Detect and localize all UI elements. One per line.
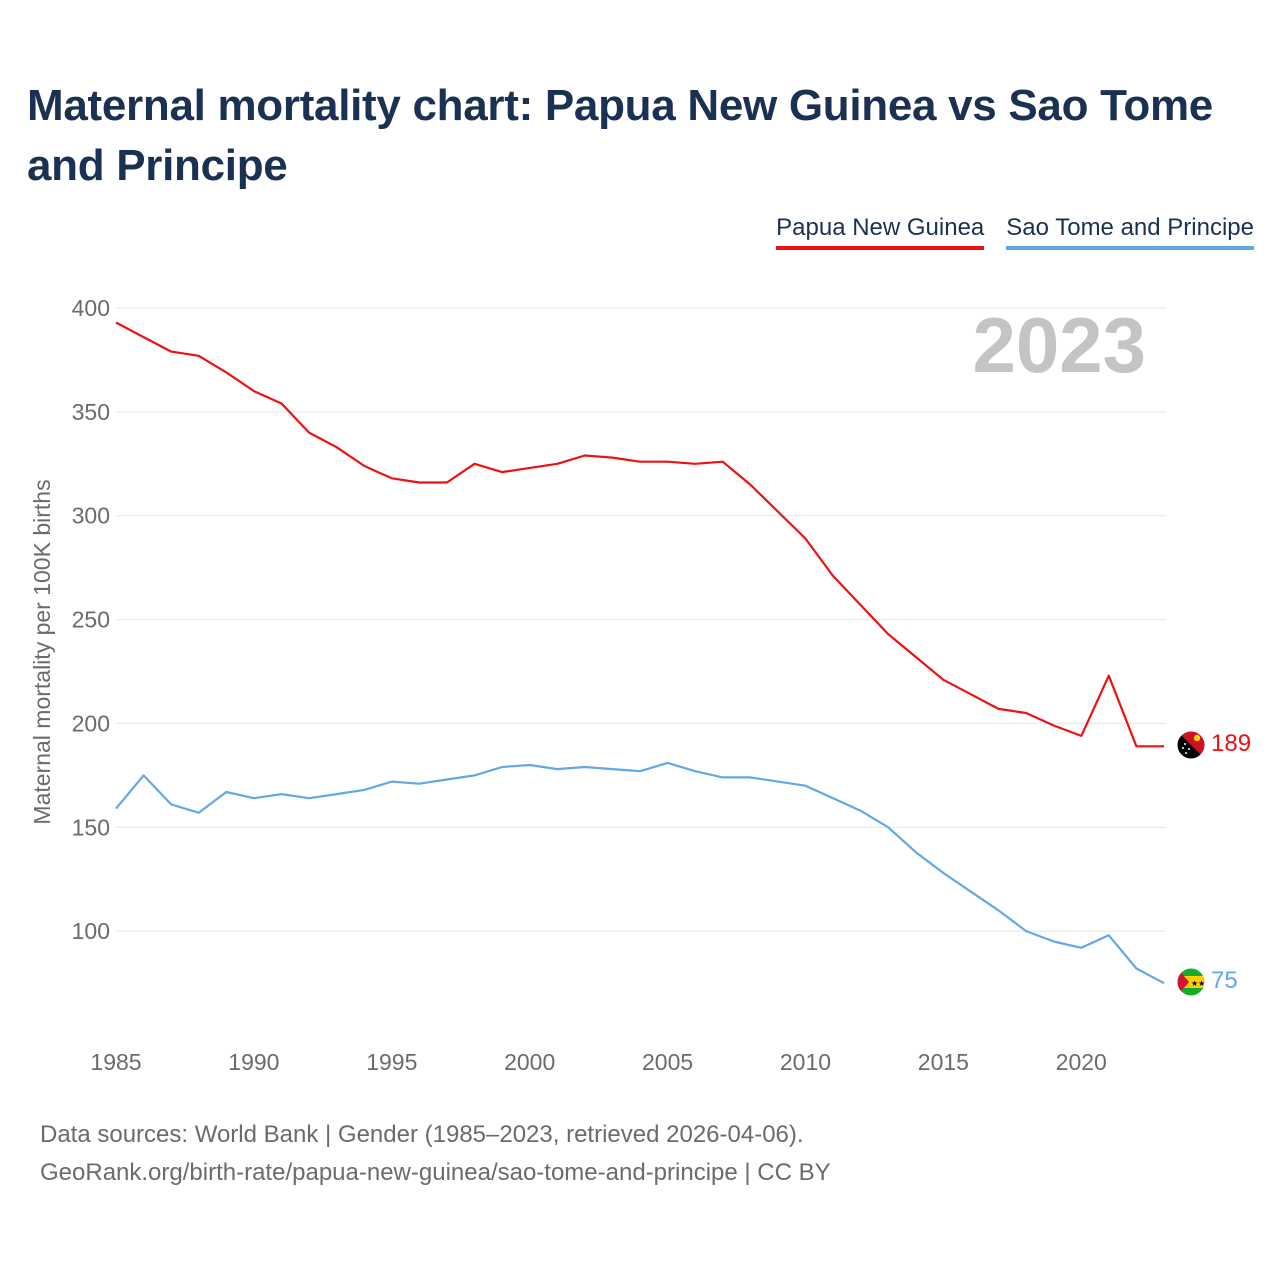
x-tick-label: 2005 — [642, 1049, 693, 1075]
y-tick-label: 250 — [72, 607, 110, 633]
papua-new-guinea-flag-icon — [1176, 730, 1206, 760]
legend: Papua New Guinea Sao Tome and Principe — [776, 212, 1254, 250]
legend-item-sao-tome-and-principe[interactable]: Sao Tome and Principe — [1006, 212, 1254, 250]
x-tick-label: 2015 — [918, 1049, 969, 1075]
x-tick-label: 2020 — [1056, 1049, 1107, 1075]
source-url[interactable]: GeoRank.org/birth-rate/papua-new-guinea/… — [40, 1159, 831, 1186]
data-source-note: Data sources: World Bank | Gender (1985–… — [40, 1121, 804, 1148]
footer: Data sources: World Bank | Gender (1985–… — [40, 1116, 831, 1192]
y-tick-label: 100 — [72, 918, 110, 944]
y-axis-ticks: 100 150 200 250 300 350 400 — [72, 295, 110, 944]
line-chart: 100 150 200 250 300 350 400 1985 1990 1995 2000 20… — [29, 295, 1251, 1075]
year-badge: 2023 — [972, 301, 1146, 389]
sao-tome-and-principe-flag-icon: ★ ★ — [1176, 967, 1206, 997]
grid-lines — [116, 307, 1166, 932]
svg-text:★: ★ — [1198, 979, 1205, 988]
x-tick-label: 1985 — [90, 1049, 141, 1075]
x-tick-label: 2000 — [504, 1049, 555, 1075]
legend-item-papua-new-guinea[interactable]: Papua New Guinea — [776, 212, 985, 250]
y-tick-label: 400 — [72, 295, 110, 321]
series-line-papua-new-guinea[interactable] — [115, 321, 1164, 748]
x-tick-label: 2010 — [780, 1049, 831, 1075]
end-label-papua-new-guinea: 189 — [1211, 730, 1251, 757]
x-tick-label: 1995 — [366, 1049, 417, 1075]
series-lines — [115, 321, 1165, 985]
chart-title: Maternal mortality chart: Papua New Guin… — [27, 81, 1213, 190]
y-tick-label: 150 — [72, 814, 110, 840]
y-tick-label: 350 — [72, 399, 110, 425]
series-line-sao-tome-and-principe[interactable] — [115, 761, 1165, 985]
x-tick-label: 1990 — [228, 1049, 279, 1075]
y-axis-label: Maternal mortality per 100K births — [29, 479, 55, 824]
svg-text:★: ★ — [1191, 979, 1198, 988]
y-tick-label: 300 — [72, 503, 110, 529]
x-axis-ticks: 1985 1990 1995 2000 2005 2010 2015 2020 — [90, 1049, 1106, 1075]
end-label-sao-tome-and-principe: 75 — [1211, 967, 1238, 994]
y-tick-label: 200 — [72, 710, 110, 736]
